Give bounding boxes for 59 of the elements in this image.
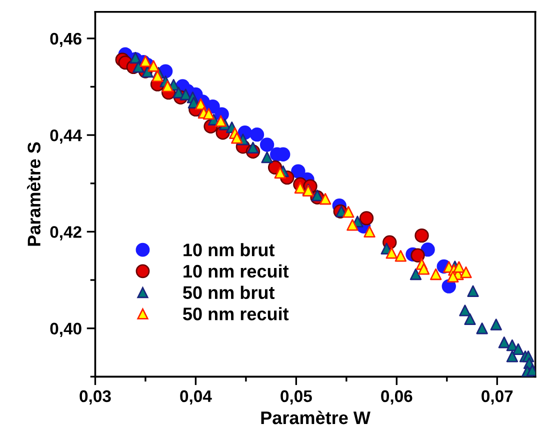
point	[498, 336, 510, 348]
point	[512, 343, 524, 355]
x-tick-label: 0,06	[381, 390, 412, 405]
y-axis-title: Paramètre S	[27, 142, 40, 246]
point	[132, 61, 144, 73]
x-axis-title: Paramètre W	[261, 410, 370, 424]
point	[260, 138, 274, 152]
point	[453, 261, 465, 273]
x-tick-label: 0,07	[482, 390, 513, 405]
point	[394, 250, 407, 262]
y-tick-label: 0,46	[50, 32, 82, 48]
point	[274, 166, 286, 179]
point	[467, 285, 479, 297]
point	[231, 132, 243, 144]
point	[410, 248, 425, 262]
point	[261, 151, 273, 164]
point	[459, 304, 471, 316]
point	[172, 86, 184, 98]
point	[342, 206, 354, 218]
y-tick-label: 0,42	[50, 226, 82, 240]
point	[140, 55, 152, 67]
point	[410, 268, 422, 280]
point	[148, 60, 160, 72]
point	[442, 279, 456, 294]
point	[476, 322, 488, 334]
legend-label: 10 nm brut	[184, 243, 275, 256]
point	[346, 219, 358, 231]
point	[359, 211, 374, 226]
point	[464, 313, 476, 326]
point	[250, 127, 264, 142]
y-tick-label: 0,40	[50, 322, 82, 337]
x-tick-label: 0,05	[280, 390, 312, 405]
point	[311, 190, 324, 202]
point	[364, 226, 376, 238]
point	[420, 242, 435, 257]
point	[418, 263, 430, 275]
point	[130, 52, 142, 64]
point	[414, 228, 429, 243]
point	[506, 350, 518, 362]
legend-label: 10 nm recuit	[184, 264, 289, 278]
x-tick-label: 0,03	[80, 390, 111, 405]
point	[447, 270, 459, 282]
point	[152, 70, 164, 82]
y-tick-label: 0,44	[50, 129, 82, 144]
legend-label: 50 nm recuit	[183, 307, 289, 320]
point	[162, 80, 174, 92]
point	[460, 266, 472, 278]
point	[490, 318, 502, 330]
point	[142, 66, 154, 78]
x-tick-label: 0,04	[180, 390, 212, 405]
point	[202, 108, 215, 120]
point	[214, 115, 227, 127]
point	[247, 142, 259, 154]
point	[294, 182, 306, 194]
point	[180, 88, 192, 100]
point	[386, 247, 398, 259]
legend-label: 50 nm brut	[183, 286, 275, 300]
point	[319, 193, 332, 205]
point	[430, 268, 442, 280]
